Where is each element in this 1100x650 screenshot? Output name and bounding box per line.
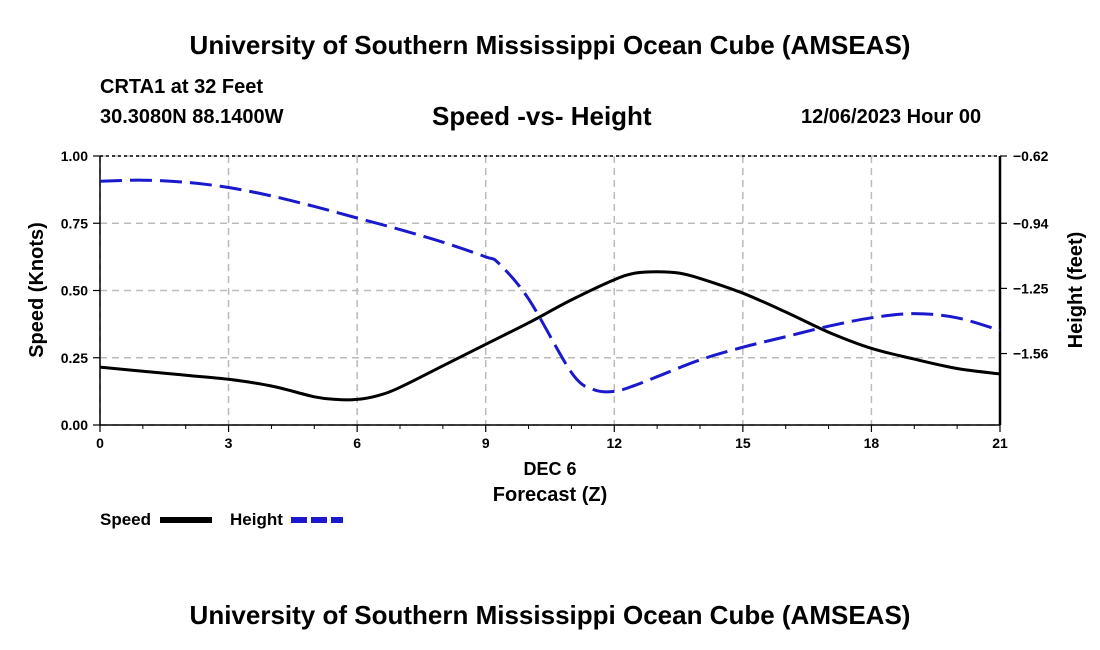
x-tick-label: 3 [225,435,233,451]
y2-axis-label: Height (feet) [1065,232,1087,349]
y-tick-label: 0.25 [61,350,88,366]
y-tick-label: 0.50 [61,283,88,299]
y2-tick-label: −0.94 [1013,215,1049,231]
top-title: University of Southern Mississippi Ocean… [189,30,911,60]
x-tick-label: 9 [482,435,490,451]
series-line-speed [99,270,1001,402]
legend-speed-label: Speed [100,510,151,529]
y2-tick-label: −1.56 [1013,346,1049,362]
station-label: CRTA1 at 32 Feet [100,76,264,98]
y-axis-label: Speed (Knots) [26,222,48,358]
legend-height-label: Height [230,510,283,529]
x-axis-label: Forecast (Z) [493,484,607,506]
y2-tick-label: −1.25 [1013,280,1049,296]
series-line-height [99,178,1001,394]
x-tick-label: 21 [992,435,1008,451]
coordinates-label: 30.3080N 88.1400W [100,106,284,128]
y-tick-label: 0.75 [61,215,88,231]
x-tick-label: 18 [864,435,880,451]
y-tick-label: 1.00 [61,148,88,164]
x-tick-label: 15 [735,435,751,451]
x-tick-label: 12 [606,435,622,451]
y-tick-label: 0.00 [61,417,88,433]
x-tick-label: 6 [353,435,361,451]
bottom-title: University of Southern Mississippi Ocean… [189,600,911,630]
x-tick-label: 0 [96,435,104,451]
chart-title: Speed -vs- Height [432,101,652,131]
x-axis-date-label: DEC 6 [523,459,576,479]
datetime-label: 12/06/2023 Hour 00 [801,106,982,128]
y2-tick-label: −0.62 [1013,148,1049,164]
